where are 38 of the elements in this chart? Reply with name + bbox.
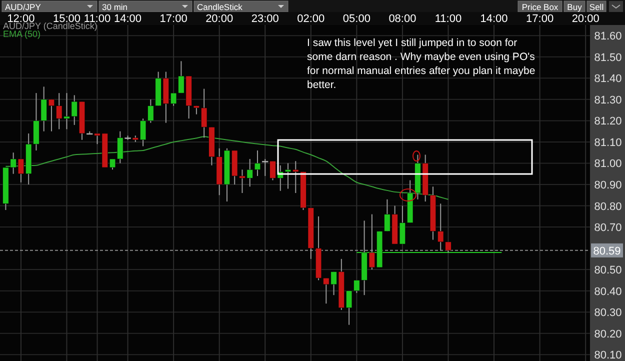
y-tick-label: 80.70 bbox=[594, 222, 622, 234]
x-tick-label: 08:00 bbox=[388, 13, 416, 25]
text: EMA (50) bbox=[3, 29, 41, 39]
y-tick-label: 81.10 bbox=[594, 136, 622, 149]
y-tick-label: 80.90 bbox=[594, 179, 622, 192]
ref-line-label: 80.59 bbox=[593, 245, 621, 258]
y-tick-label: 80.80 bbox=[594, 200, 622, 213]
x-tick-label: 14:00 bbox=[114, 13, 142, 25]
dropdown: AUD/JPY bbox=[2, 0, 98, 12]
y-tick-label: 81.40 bbox=[594, 73, 622, 86]
dropdown: 30 min bbox=[98, 0, 192, 12]
y-tick-label: 80.50 bbox=[594, 264, 622, 277]
y-tick-label: 81.00 bbox=[594, 158, 622, 170]
y-tick-label: 80.30 bbox=[594, 307, 622, 320]
line-series bbox=[5, 136, 449, 200]
y-tick-label: 81.60 bbox=[594, 30, 622, 43]
y-tick-label: 81.30 bbox=[594, 94, 622, 106]
x-tick-label: 14:00 bbox=[480, 13, 508, 25]
x-tick-label: 20:00 bbox=[206, 13, 234, 25]
button: Buy bbox=[564, 0, 586, 12]
x-tick-label: 23:00 bbox=[251, 13, 279, 25]
x-tick-label: 17:00 bbox=[160, 13, 188, 25]
annotation: I saw this level yet I still jumped in to soon for some darn reason . Why maybe even using PO's for normal manual entries after you plan it maybe better. bbox=[307, 37, 536, 91]
button: Price Box bbox=[518, 0, 562, 12]
candlestick bbox=[262, 158, 268, 176]
button: Sell bbox=[586, 0, 606, 12]
x-tick-label: 20:00 bbox=[572, 13, 600, 25]
y-tick-label: 80.20 bbox=[594, 328, 622, 340]
y-tick-label: 81.50 bbox=[594, 52, 622, 64]
chart-title: AUD/JPY (CandleStick) bbox=[3, 21, 98, 31]
y-tick-label: 80.10 bbox=[594, 350, 622, 361]
x-tick-label: 05:00 bbox=[342, 13, 370, 25]
dropdown: CandleStick bbox=[194, 0, 288, 12]
x-tick-label: 02:00 bbox=[297, 13, 325, 25]
y-tick-label: 81.20 bbox=[594, 116, 622, 128]
x-tick-label: 11:00 bbox=[434, 13, 462, 25]
x-tick-label: 17:00 bbox=[526, 13, 554, 25]
y-tick-label: 80.40 bbox=[594, 286, 622, 298]
